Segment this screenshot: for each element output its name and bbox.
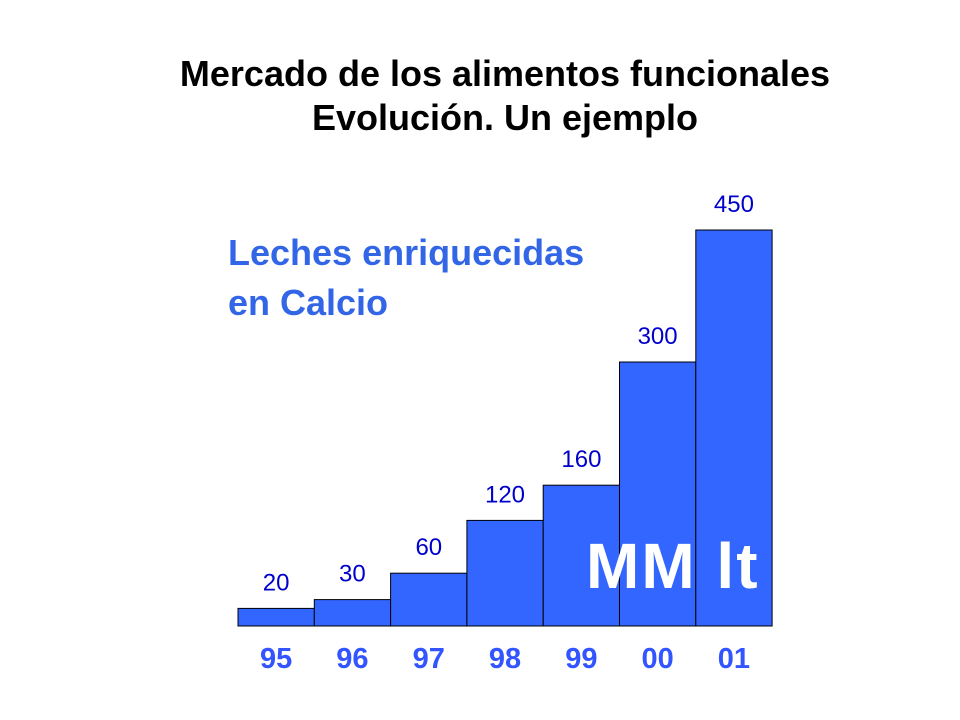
category-label-98: 98 [489,643,521,675]
value-label-01: 450 [714,191,754,218]
chart-title-line1: Mercado de los alimentos funcionales [179,53,831,94]
category-label-97: 97 [413,643,445,675]
category-label-99: 99 [565,643,597,675]
category-label-01: 01 [718,643,750,675]
category-label-96: 96 [336,643,368,675]
chart-title-line2: Evolución. Un ejemplo [311,97,699,138]
bars-group [237,229,773,627]
value-label-95: 20 [263,569,290,596]
category-label-00: 00 [641,643,673,675]
bar-01 [695,229,773,627]
bar-00 [619,361,697,627]
bar-98 [466,519,544,627]
category-labels-group: 95 96 97 98 99 00 01 [260,643,750,675]
chart-watermark: MM lt [586,530,760,602]
value-label-99: 160 [561,446,601,473]
chart-subtitle-line1: Leches enriquecidas [228,232,585,273]
value-label-98: 120 [485,481,525,508]
bar-95 [237,607,315,627]
chart-subtitle-line2: en Calcio [228,282,389,323]
chart-subtitle: Leches enriquecidas en Calcio [228,228,584,328]
value-label-96: 30 [339,561,366,588]
bar-97 [390,572,468,627]
chart-title: Mercado de los alimentos funcionales Evo… [0,52,960,140]
bar-99 [542,484,621,627]
bar-96 [313,599,392,627]
value-label-00: 300 [638,323,678,350]
category-label-95: 95 [260,643,292,675]
value-labels-group: 20 30 60 120 160 300 450 [263,191,754,596]
value-label-97: 60 [415,534,442,561]
